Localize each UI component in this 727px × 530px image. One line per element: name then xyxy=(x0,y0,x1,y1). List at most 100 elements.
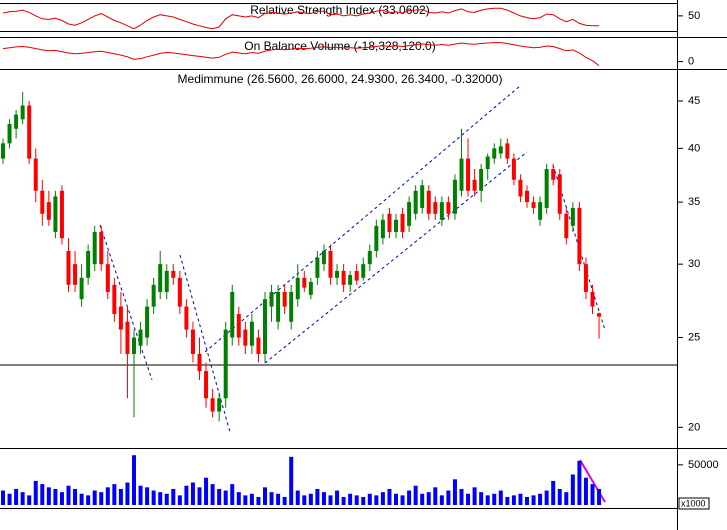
volume-bar xyxy=(20,492,25,505)
candle-body xyxy=(485,156,490,170)
volume-bar xyxy=(348,493,353,505)
candle-body xyxy=(420,185,425,208)
volume-bar xyxy=(452,479,457,505)
volume-bar xyxy=(420,493,425,505)
candle-body xyxy=(249,321,254,346)
candle-body xyxy=(367,250,372,265)
volume-bar xyxy=(217,488,222,505)
candle-body xyxy=(73,264,78,285)
volume-bar xyxy=(276,493,281,505)
candle-body xyxy=(230,291,235,338)
candle-body xyxy=(105,264,110,292)
volume-bar xyxy=(289,456,294,505)
candle-body xyxy=(426,190,431,214)
volume-bar xyxy=(413,485,418,505)
candle-body xyxy=(138,329,143,346)
candle-body xyxy=(341,270,346,285)
volume-bar xyxy=(1,490,5,505)
candle-body xyxy=(446,202,451,214)
candle-body xyxy=(276,291,281,322)
volume-bar xyxy=(14,488,19,505)
y-tick-label: 0 xyxy=(688,56,694,68)
candle-body xyxy=(315,257,320,278)
volume-bar xyxy=(400,495,405,505)
volume-bar xyxy=(158,492,163,505)
candle-body xyxy=(511,158,516,180)
volume-bar xyxy=(485,495,490,505)
volume-bar xyxy=(531,495,536,505)
candle-body xyxy=(479,169,484,191)
volume-bar xyxy=(263,487,267,505)
y-tick-label: 40 xyxy=(688,142,700,154)
candle-body xyxy=(531,202,536,208)
y-tick-label: 45 xyxy=(688,95,700,107)
candle-body xyxy=(243,329,248,346)
volume-bar xyxy=(249,493,254,505)
candle-body xyxy=(86,250,91,278)
volume-bar xyxy=(387,488,392,505)
candle-body xyxy=(177,277,182,307)
volume-bar xyxy=(145,487,150,505)
volume-bar xyxy=(190,482,195,505)
candle-body xyxy=(53,196,58,232)
volume-bar xyxy=(40,484,45,505)
candle-body xyxy=(92,231,97,265)
volume-bar xyxy=(33,480,38,505)
volume-bar xyxy=(511,495,516,505)
candle-body xyxy=(1,143,5,159)
volume-bar xyxy=(505,496,510,505)
volume-bar xyxy=(86,495,91,505)
y-axis: 50 0 20 25 30 35 40 45 50000 x1000 xyxy=(678,10,719,510)
volume-bar xyxy=(112,484,117,505)
candle-body xyxy=(577,207,582,265)
candle-body xyxy=(354,270,359,281)
candle-body xyxy=(151,284,156,307)
candle-body xyxy=(99,231,104,265)
candle-body xyxy=(570,207,575,226)
channel-upper xyxy=(204,85,521,353)
volume-bar xyxy=(184,485,189,505)
candle-body xyxy=(394,219,398,232)
volume-bar xyxy=(564,492,569,505)
volume-bar xyxy=(426,492,431,505)
y-tick-label: 30 xyxy=(688,258,700,270)
candle-body xyxy=(400,213,405,232)
candle-body xyxy=(505,143,510,159)
candle-body xyxy=(269,291,274,307)
volume-bar xyxy=(79,493,84,505)
volume-bar xyxy=(164,493,169,505)
unit-box xyxy=(678,497,710,510)
volume-bar xyxy=(105,487,110,505)
y-tick-label: 20 xyxy=(688,421,700,433)
volume-bar xyxy=(66,485,71,505)
candle-body xyxy=(492,148,497,159)
volume-bar xyxy=(73,488,78,505)
volume-bar xyxy=(46,487,51,505)
candle-body xyxy=(217,398,222,412)
y-tick-label: 50 xyxy=(688,10,700,22)
volume-bar xyxy=(577,460,582,505)
candle-body xyxy=(125,321,130,354)
channel-lower xyxy=(264,151,528,364)
candle-body xyxy=(361,264,366,278)
candle-body xyxy=(308,281,313,295)
volume-bar xyxy=(367,493,372,505)
candle-body xyxy=(7,123,12,144)
y-tick-label: 25 xyxy=(688,331,700,343)
volume-bar xyxy=(27,495,32,505)
volume-bar xyxy=(99,492,104,505)
volume-bar xyxy=(551,480,556,505)
candle-body xyxy=(525,190,529,203)
volume-bar xyxy=(557,488,562,505)
candle-body xyxy=(204,371,209,399)
volume-bar xyxy=(269,492,274,505)
volume-bar xyxy=(374,495,379,505)
volume-bar xyxy=(394,493,398,505)
axis-column xyxy=(678,0,727,530)
candle-body xyxy=(20,105,25,120)
candle-body xyxy=(112,284,117,315)
volume-bar xyxy=(308,493,313,505)
volume-bar xyxy=(590,484,595,505)
candle-body xyxy=(348,275,353,285)
volume-bar xyxy=(177,495,182,505)
